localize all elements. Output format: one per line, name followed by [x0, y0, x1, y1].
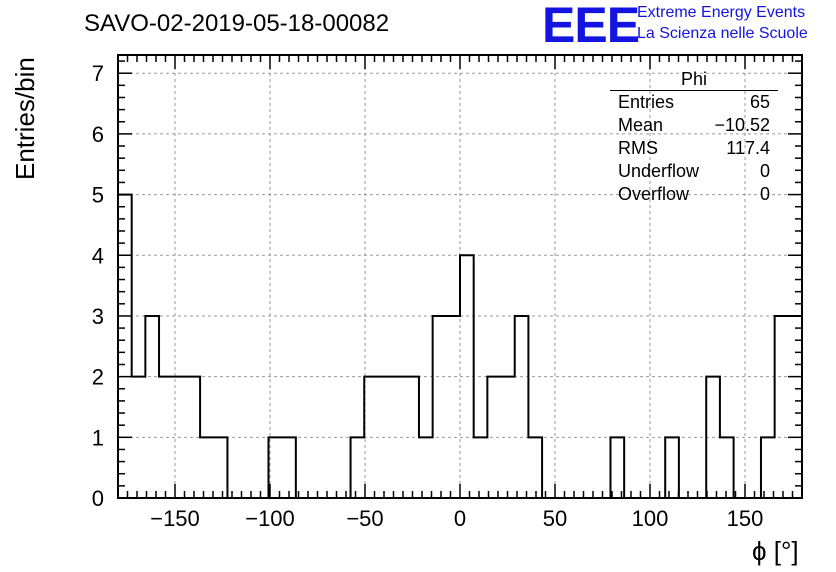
- stat-row-rms: RMS 117.4: [610, 137, 778, 160]
- stat-row-overflow: Overflow 0: [610, 183, 778, 206]
- x-tick-label: −150: [150, 506, 200, 531]
- logo-caption-line1: Extreme Energy Events: [637, 4, 806, 21]
- stat-row-mean: Mean −10.52: [610, 114, 778, 137]
- stat-row-underflow: Underflow 0: [610, 160, 778, 183]
- stat-value: −10.52: [714, 115, 770, 135]
- y-tick-label: 7: [92, 61, 104, 86]
- stats-title: Phi: [610, 68, 778, 91]
- stat-label: Mean: [618, 115, 664, 135]
- eee-logo: EEE: [542, 0, 640, 53]
- stat-value: 65: [749, 92, 770, 112]
- stat-label: Entries: [618, 92, 675, 112]
- x-tick-label: −50: [346, 506, 383, 531]
- y-tick-label: 3: [92, 304, 104, 329]
- grid-lines: [118, 55, 802, 498]
- y-tick-label: 4: [92, 243, 104, 268]
- x-tick-label: 50: [543, 506, 567, 531]
- axis-ticks: [118, 55, 802, 499]
- y-tick-label: 0: [92, 486, 104, 511]
- y-tick-label: 6: [92, 122, 104, 147]
- stat-row-entries: Entries 65: [610, 91, 778, 114]
- stat-value: 117.4: [726, 138, 770, 158]
- stat-label: RMS: [618, 138, 658, 158]
- y-tick-label: 5: [92, 183, 104, 208]
- x-tick-label: 100: [632, 506, 669, 531]
- x-axis-label: ϕ [°]: [752, 536, 799, 566]
- stat-value: 0: [759, 184, 770, 204]
- y-axis-label: Entries/bin: [10, 57, 40, 180]
- chart-title: SAVO-02-2019-05-18-00082: [84, 10, 390, 37]
- x-tick-label: 150: [727, 506, 764, 531]
- y-tick-label: 1: [92, 425, 104, 450]
- x-tick-label: −100: [245, 506, 295, 531]
- logo-caption-line2: La Scienza nelle Scuole: [637, 25, 808, 42]
- x-tick-label: 0: [454, 506, 466, 531]
- y-tick-label: 2: [92, 365, 104, 390]
- stats-box: Phi Entries 65 Mean −10.52 RMS 117.4 Und…: [610, 68, 778, 206]
- stat-label: Overflow: [618, 184, 690, 204]
- axis-tick-labels: −150 −100 −50 0 50 100 150 0 1 2 3 4 5 6 7: [92, 61, 764, 531]
- stat-label: Underflow: [618, 161, 700, 181]
- stat-value: 0: [759, 161, 770, 181]
